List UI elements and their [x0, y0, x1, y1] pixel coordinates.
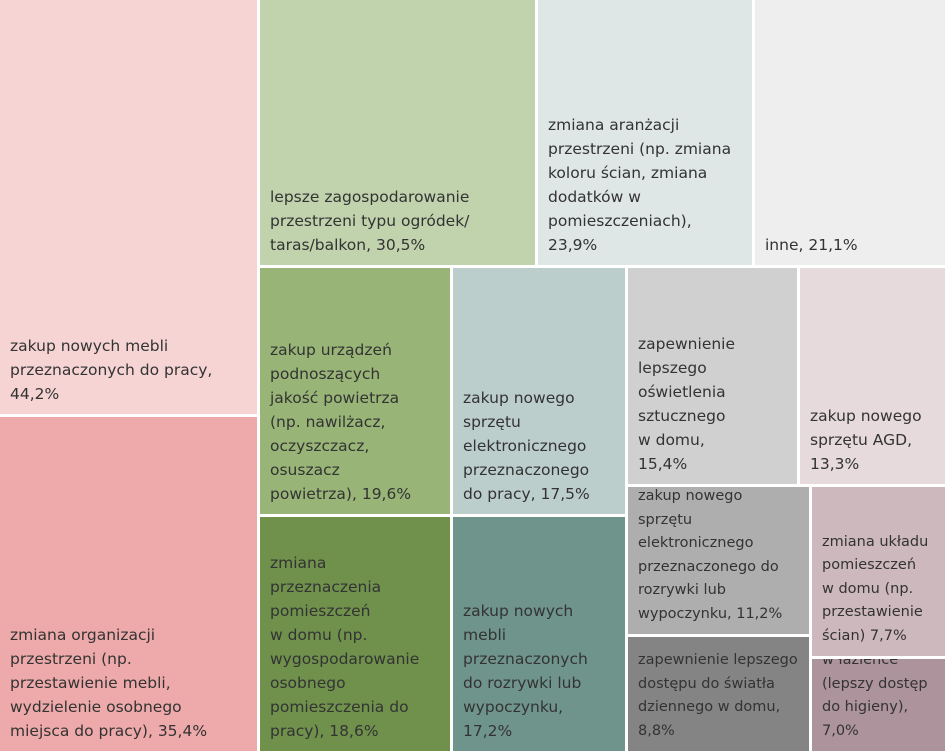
treemap-tile-3: zmiana aranżacji przestrzeni (np. zmiana…	[538, 0, 752, 265]
treemap-tile-0: zakup nowych mebli przeznaczonych do pra…	[0, 0, 257, 414]
treemap-tile-label: zakup urządzeń podnoszących jakość powie…	[270, 341, 412, 503]
treemap-tile-4: inne, 21,1%	[755, 0, 945, 265]
treemap-tile-label: lepsze zagospodarowanie przestrzeni typu…	[270, 188, 470, 254]
treemap-tile-6: zmiana przeznaczenia pomieszczeń w domu …	[260, 517, 450, 751]
treemap-tile-12: zapewnienie lepszego dostępu do światła …	[628, 637, 809, 751]
treemap-tile-13: zmiana układu pomieszczeń w domu (np. pr…	[812, 487, 945, 656]
treemap-tile-label: zmiana przeznaczenia pomieszczeń w domu …	[270, 554, 420, 740]
treemap-tile-1: zmiana organizacji przestrzeni (np. prze…	[0, 417, 257, 751]
treemap-tile-14: zmiany w łazience (lepszy dostęp do higi…	[812, 659, 945, 751]
treemap-tile-11: zakup nowego sprzętu elektronicznego prz…	[628, 487, 809, 634]
treemap-tile-5: zakup urządzeń podnoszących jakość powie…	[260, 268, 450, 514]
treemap-tile-label: zmiana układu pomieszczeń w domu (np. pr…	[822, 533, 929, 644]
treemap-tile-label: inne, 21,1%	[765, 236, 858, 254]
treemap-tile-10: zakup nowego sprzętu AGD, 13,3%	[800, 268, 945, 484]
treemap-tile-9: zapewnienie lepszego oświetlenia sztuczn…	[628, 268, 797, 484]
treemap-tile-label: zmiana organizacji przestrzeni (np. prze…	[10, 626, 208, 740]
treemap-tile-label: zakup nowych mebli przeznaczonych do pra…	[10, 337, 213, 403]
treemap-tile-label: zmiany w łazience (lepszy dostęp do higi…	[822, 659, 928, 739]
treemap-tile-label: zakup nowych mebli przeznaczonych do roz…	[463, 602, 588, 740]
treemap-tile-2: lepsze zagospodarowanie przestrzeni typu…	[260, 0, 535, 265]
treemap-tile-label: zmiana aranżacji przestrzeni (np. zmiana…	[548, 116, 732, 254]
treemap-tile-label: zapewnienie lepszego oświetlenia sztuczn…	[638, 335, 736, 473]
treemap-tile-label: zakup nowego sprzętu elektronicznego prz…	[638, 488, 783, 622]
treemap-tile-8: zakup nowych mebli przeznaczonych do roz…	[453, 517, 625, 751]
treemap-tile-7: zakup nowego sprzętu elektronicznego prz…	[453, 268, 625, 514]
treemap-tile-label: zakup nowego sprzętu elektronicznego prz…	[463, 389, 590, 503]
treemap-tile-label: zakup nowego sprzętu AGD, 13,3%	[810, 407, 922, 473]
treemap-tile-label: zapewnienie lepszego dostępu do światła …	[638, 652, 798, 739]
